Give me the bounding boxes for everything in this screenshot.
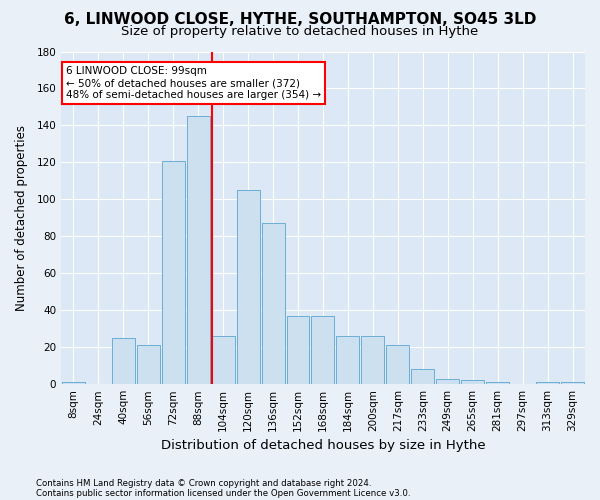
Bar: [337, 336, 359, 384]
Bar: [112, 338, 135, 384]
Bar: [436, 378, 459, 384]
Bar: [62, 382, 85, 384]
Text: 6 LINWOOD CLOSE: 99sqm
← 50% of detached houses are smaller (372)
48% of semi-de: 6 LINWOOD CLOSE: 99sqm ← 50% of detached…: [66, 66, 322, 100]
Bar: [486, 382, 509, 384]
Bar: [137, 346, 160, 384]
Bar: [311, 316, 334, 384]
Bar: [262, 224, 284, 384]
Bar: [361, 336, 385, 384]
Text: 6, LINWOOD CLOSE, HYTHE, SOUTHAMPTON, SO45 3LD: 6, LINWOOD CLOSE, HYTHE, SOUTHAMPTON, SO…: [64, 12, 536, 28]
Bar: [287, 316, 310, 384]
Bar: [461, 380, 484, 384]
Bar: [187, 116, 209, 384]
Y-axis label: Number of detached properties: Number of detached properties: [15, 125, 28, 311]
Bar: [212, 336, 235, 384]
Text: Size of property relative to detached houses in Hythe: Size of property relative to detached ho…: [121, 25, 479, 38]
Text: Contains HM Land Registry data © Crown copyright and database right 2024.: Contains HM Land Registry data © Crown c…: [36, 478, 371, 488]
Bar: [386, 346, 409, 384]
Text: Contains public sector information licensed under the Open Government Licence v3: Contains public sector information licen…: [36, 488, 410, 498]
Bar: [236, 190, 260, 384]
Bar: [162, 160, 185, 384]
Bar: [536, 382, 559, 384]
Bar: [561, 382, 584, 384]
X-axis label: Distribution of detached houses by size in Hythe: Distribution of detached houses by size …: [161, 440, 485, 452]
Bar: [412, 370, 434, 384]
